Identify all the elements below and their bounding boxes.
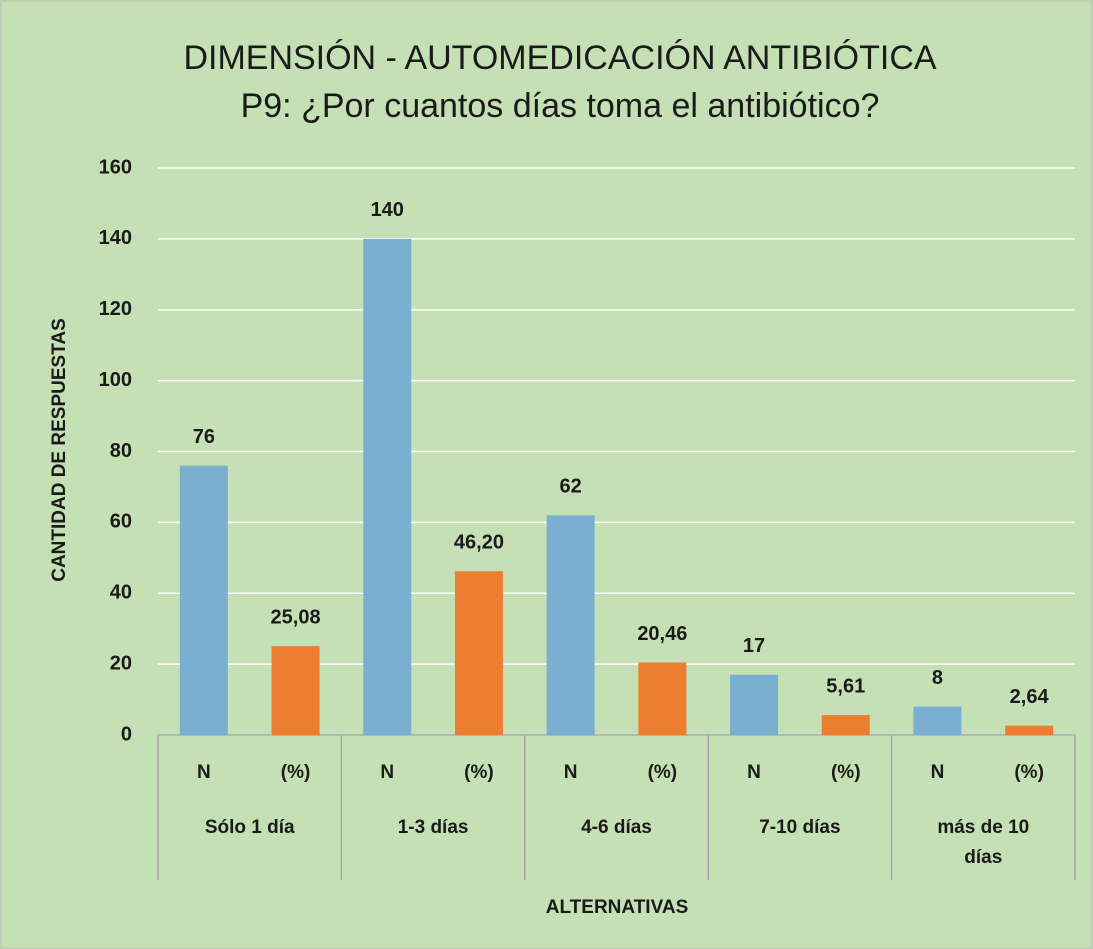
x-tick-label: N [380, 762, 394, 783]
y-tick-label: 100 [99, 369, 132, 391]
group-label: 4-6 días [581, 817, 652, 838]
y-axis-title: CANTIDAD DE RESPUESTAS [49, 318, 70, 582]
data-label: 140 [371, 199, 404, 221]
x-tick-label: N [564, 762, 578, 783]
x-tick-label: N [747, 762, 761, 783]
data-label: 25,08 [271, 606, 321, 628]
y-tick-label: 0 [121, 723, 132, 745]
y-tick-label: 120 [99, 298, 132, 320]
y-tick-label: 80 [110, 440, 132, 462]
chart-title: DIMENSIÓN - AUTOMEDICACIÓN ANTIBIÓTICA [183, 39, 936, 77]
bar [913, 706, 962, 735]
bar [638, 662, 687, 735]
bar [821, 715, 870, 735]
y-tick-label: 20 [110, 652, 132, 674]
y-tick-label: 160 [99, 156, 132, 178]
data-label: 62 [560, 476, 582, 498]
x-axis-title: ALTERNATIVAS [546, 897, 689, 918]
group-label: 1-3 días [397, 817, 469, 838]
x-tick-label: N [197, 762, 211, 783]
y-tick-label: 140 [99, 227, 132, 249]
x-tick-label: (%) [1014, 762, 1044, 783]
bar [363, 238, 412, 735]
bar [546, 515, 595, 735]
data-label: 76 [193, 426, 215, 448]
bar [1005, 725, 1054, 735]
data-label: 46,20 [454, 532, 504, 554]
x-tick-label: (%) [648, 762, 678, 783]
bar [454, 571, 503, 735]
x-tick-label: (%) [831, 762, 861, 783]
data-label: 8 [932, 667, 943, 689]
bar [271, 646, 320, 735]
data-label: 20,46 [637, 623, 687, 645]
group-label: más de 10 días [937, 817, 1030, 868]
group-label: 7-10 días [759, 817, 841, 838]
data-label: 2,64 [1010, 686, 1050, 708]
y-tick-label: 60 [110, 511, 132, 533]
x-tick-label: (%) [464, 762, 494, 783]
chart-subtitle: P9: ¿Por cuantos días toma el antibiótic… [241, 87, 880, 125]
x-tick-label: (%) [281, 762, 311, 783]
bar [179, 465, 228, 735]
y-tick-label: 40 [110, 582, 132, 604]
data-label: 17 [743, 635, 765, 657]
x-tick-label: N [931, 762, 945, 783]
bar [730, 674, 779, 735]
data-label: 5,61 [826, 675, 865, 697]
group-label: Sólo 1 día [204, 817, 295, 838]
